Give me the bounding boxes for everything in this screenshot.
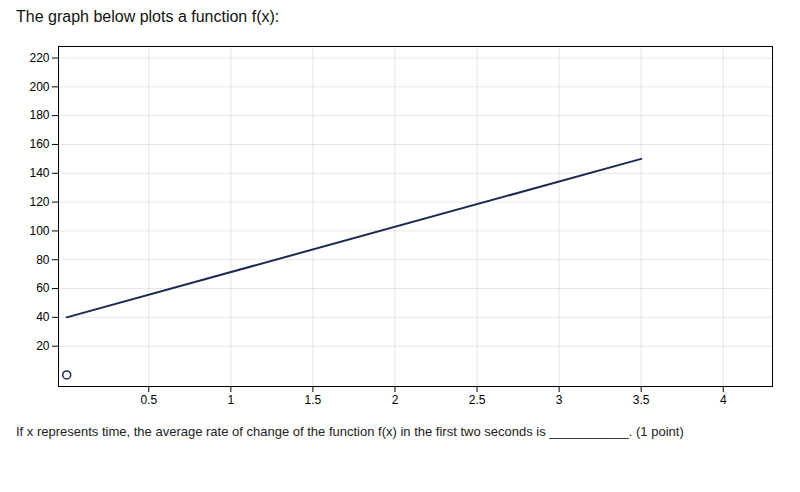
svg-text:20: 20 — [36, 339, 50, 353]
svg-text:120: 120 — [29, 195, 49, 209]
svg-text:80: 80 — [36, 253, 50, 267]
html-text:If x represents time, the aver: If x represents time, the average rate o… — [16, 424, 684, 439]
svg-text:1.5: 1.5 — [305, 393, 322, 407]
svg-text:60: 60 — [36, 281, 50, 295]
svg-text:160: 160 — [29, 137, 49, 151]
svg-text:3.5: 3.5 — [633, 393, 650, 407]
svg-text:3: 3 — [556, 393, 563, 407]
svg-text:2: 2 — [392, 393, 399, 407]
html-text:The graph below plots a functi: The graph below plots a function f(x): — [16, 8, 280, 25]
svg-text:200: 200 — [29, 80, 49, 94]
svg-text:0.5: 0.5 — [140, 393, 157, 407]
svg-text:1: 1 — [228, 393, 235, 407]
svg-text:220: 220 — [29, 51, 49, 65]
svg-text:2.5: 2.5 — [469, 393, 486, 407]
svg-text:140: 140 — [29, 166, 49, 180]
svg-text:4: 4 — [720, 393, 727, 407]
svg-text:100: 100 — [29, 224, 49, 238]
svg-text:180: 180 — [29, 108, 49, 122]
svg-text:40: 40 — [36, 310, 50, 324]
